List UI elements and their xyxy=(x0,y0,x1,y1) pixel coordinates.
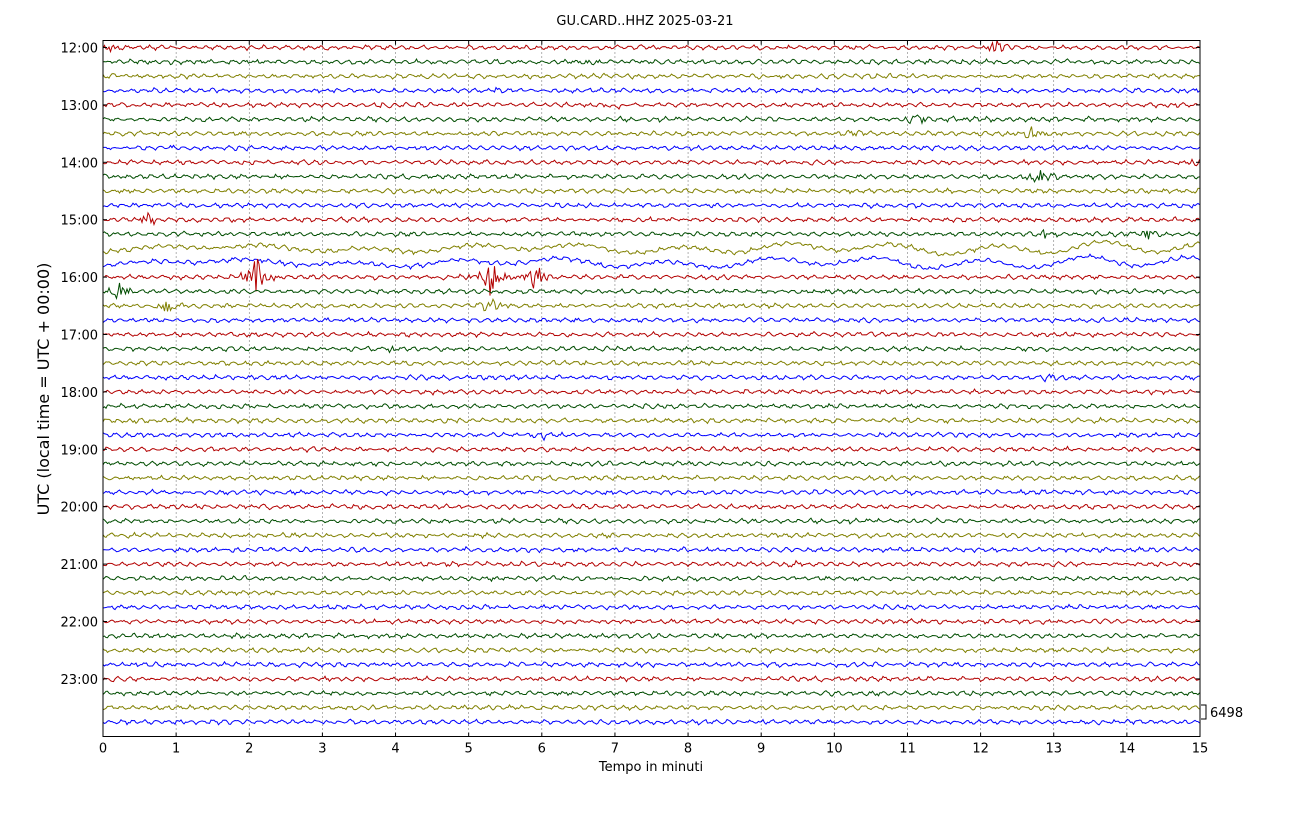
x-tick-label-3: 3 xyxy=(318,742,326,757)
trace-23:00 xyxy=(102,675,1200,683)
x-tick-label-0: 0 xyxy=(99,742,107,757)
trace-19:30 xyxy=(102,474,1200,482)
plot-frame xyxy=(102,40,1201,737)
trace-18:45 xyxy=(102,431,1200,442)
trace-17:30 xyxy=(102,359,1200,367)
x-tick-label-12: 12 xyxy=(972,742,989,757)
trace-23:30 xyxy=(102,703,1200,712)
trace-18:00 xyxy=(102,388,1200,396)
y-tick-label-11: 23:00 xyxy=(61,673,98,688)
trace-13:45 xyxy=(102,144,1200,152)
trace-16:15 xyxy=(102,282,1200,300)
trace-20:30 xyxy=(102,531,1200,540)
trace-16:00 xyxy=(103,258,1200,296)
trace-12:30 xyxy=(102,72,1200,80)
trace-20:15 xyxy=(102,517,1200,525)
trace-18:30 xyxy=(102,416,1200,425)
y-tick-label-8: 20:00 xyxy=(61,501,98,516)
trace-12:15 xyxy=(102,58,1200,66)
seismic-traces xyxy=(102,40,1200,726)
chart-title: GU.CARD..HHZ 2025-03-21 xyxy=(556,14,733,29)
trace-15:45 xyxy=(102,253,1200,271)
x-tick-label-10: 10 xyxy=(826,742,843,757)
x-tick-label-11: 11 xyxy=(899,742,916,757)
trace-22:45 xyxy=(102,660,1200,669)
x-axis-ticks: 0 1 2 3 4 5 6 7 8 9 10 11 12 13 14 15 xyxy=(99,40,1209,757)
y-tick-label-7: 19:00 xyxy=(61,443,98,458)
grid-lines xyxy=(175,40,1128,737)
x-tick-label-6: 6 xyxy=(538,742,546,757)
trace-22:00 xyxy=(102,617,1200,626)
trace-13:30 xyxy=(102,126,1200,139)
amplitude-scale-bar: 6498 xyxy=(1201,704,1243,721)
scale-label: 6498 xyxy=(1210,706,1243,721)
trace-21:30 xyxy=(102,589,1200,597)
y-tick-label-5: 17:00 xyxy=(61,329,98,344)
y-tick-label-6: 18:00 xyxy=(61,386,98,401)
x-tick-label-8: 8 xyxy=(684,742,692,757)
trace-19:45 xyxy=(102,488,1200,497)
trace-16:30 xyxy=(102,298,1200,312)
trace-21:00 xyxy=(102,559,1200,568)
y-tick-label-10: 22:00 xyxy=(61,616,98,631)
trace-15:30 xyxy=(102,239,1200,257)
trace-17:15 xyxy=(102,344,1200,354)
trace-20:00 xyxy=(102,503,1200,511)
trace-23:15 xyxy=(102,689,1200,697)
x-tick-label-5: 5 xyxy=(465,742,473,757)
x-axis-label: Tempo in minuti xyxy=(598,760,703,775)
x-tick-label-4: 4 xyxy=(391,742,399,757)
x-tick-label-2: 2 xyxy=(245,742,253,757)
trace-13:15 xyxy=(102,114,1200,125)
trace-13:00 xyxy=(102,101,1200,111)
trace-14:45 xyxy=(102,201,1200,210)
y-axis-label: UTC (local time = UTC + 00:00) xyxy=(34,263,53,516)
x-tick-label-13: 13 xyxy=(1045,742,1062,757)
trace-14:30 xyxy=(102,187,1200,195)
y-tick-label-0: 12:00 xyxy=(61,42,98,57)
trace-21:15 xyxy=(102,575,1200,583)
y-tick-label-9: 21:00 xyxy=(61,558,98,573)
trace-14:00 xyxy=(102,158,1200,167)
trace-18:15 xyxy=(102,402,1200,410)
trace-21:45 xyxy=(102,603,1200,611)
y-tick-label-4: 16:00 xyxy=(61,271,98,286)
trace-19:15 xyxy=(102,459,1200,468)
trace-19:00 xyxy=(102,445,1200,454)
trace-17:00 xyxy=(102,330,1200,339)
x-tick-label-15: 15 xyxy=(1192,742,1209,757)
trace-12:00 xyxy=(102,40,1200,54)
y-axis-ticks: 12:00 13:00 14:00 15:00 16:00 17:00 18:00 19:00… xyxy=(61,42,1200,688)
y-tick-label-3: 15:00 xyxy=(61,214,98,229)
x-tick-label-9: 9 xyxy=(757,742,765,757)
trace-15:00 xyxy=(102,211,1200,227)
x-tick-label-14: 14 xyxy=(1119,742,1136,757)
trace-20:45 xyxy=(102,545,1200,554)
trace-16:45 xyxy=(102,316,1200,324)
trace-22:30 xyxy=(102,646,1200,654)
trace-22:15 xyxy=(102,632,1200,640)
trace-12:45 xyxy=(102,86,1200,95)
trace-23:45 xyxy=(102,718,1200,726)
y-tick-label-1: 13:00 xyxy=(61,99,98,114)
trace-17:45 xyxy=(102,373,1200,383)
trace-14:15 xyxy=(102,170,1200,184)
x-tick-label-7: 7 xyxy=(611,742,619,757)
x-tick-label-1: 1 xyxy=(172,742,180,757)
trace-15:15 xyxy=(102,228,1200,240)
y-tick-label-2: 14:00 xyxy=(61,156,98,171)
